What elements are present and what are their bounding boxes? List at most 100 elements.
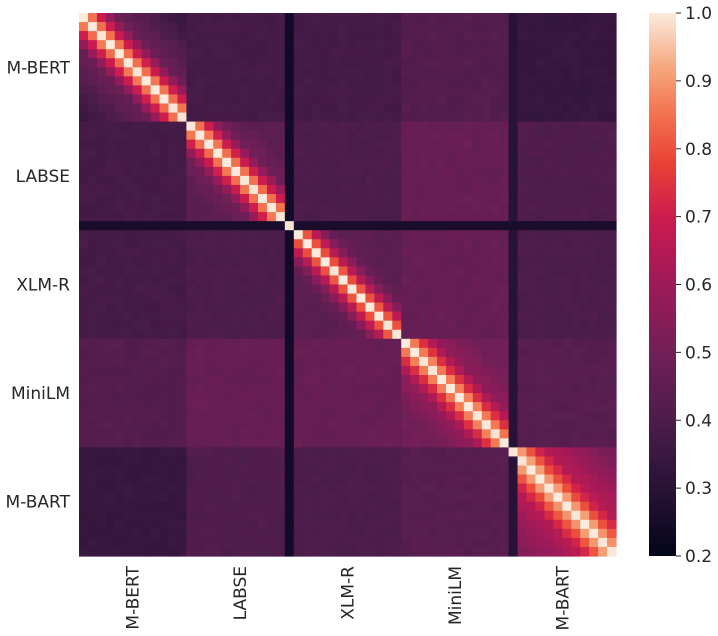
heatmap-cell — [535, 130, 545, 141]
heatmap-cell — [365, 49, 375, 59]
heatmap-cell — [320, 67, 331, 77]
heatmap-cell — [222, 438, 232, 448]
heatmap-cell — [132, 402, 143, 412]
heatmap-cell — [275, 384, 286, 394]
heatmap-cell — [150, 221, 161, 231]
heatmap-cell — [132, 85, 143, 96]
heatmap-cell — [284, 130, 295, 141]
heatmap-cell — [553, 103, 563, 114]
heatmap-cell — [526, 166, 537, 177]
heatmap-cell — [79, 275, 89, 286]
heatmap-cell — [168, 13, 179, 23]
heatmap-cell — [284, 103, 295, 114]
heatmap-cell — [293, 384, 304, 394]
heatmap-cell — [186, 402, 196, 412]
heatmap-cell — [320, 212, 331, 222]
heatmap-cell — [571, 492, 581, 503]
heatmap-cell — [437, 31, 447, 41]
heatmap-cell — [472, 230, 483, 240]
heatmap-cell — [114, 338, 125, 349]
heatmap-cell — [329, 447, 340, 458]
heatmap-cell — [249, 420, 259, 430]
heatmap-cell — [383, 266, 393, 277]
heatmap-cell — [445, 375, 456, 385]
heatmap-cell — [266, 519, 277, 530]
heatmap-cell — [580, 519, 590, 530]
heatmap-cell — [79, 384, 89, 394]
heatmap-cell — [374, 420, 384, 430]
heatmap-cell — [508, 49, 519, 59]
heatmap-cell — [463, 483, 474, 494]
heatmap-cell — [365, 239, 375, 249]
heatmap-cell — [383, 429, 393, 439]
x-tick-label: LABSE — [231, 566, 251, 620]
heatmap-cell — [222, 13, 232, 23]
heatmap-cell — [123, 157, 134, 168]
heatmap-cell — [589, 546, 599, 557]
heatmap-cell — [159, 31, 170, 41]
heatmap-cell — [580, 347, 590, 358]
heatmap-cell — [472, 483, 483, 494]
heatmap-cell — [79, 212, 89, 222]
heatmap-cell — [150, 76, 161, 86]
heatmap-cell — [535, 329, 545, 340]
heatmap-cell — [437, 393, 447, 403]
heatmap-cell — [526, 537, 537, 548]
heatmap-cell — [410, 311, 420, 322]
heatmap-cell — [150, 40, 161, 50]
heatmap-cell — [553, 465, 563, 476]
heatmap-cell — [338, 420, 349, 430]
heatmap-cell — [481, 194, 492, 204]
heatmap-cell — [123, 130, 134, 141]
heatmap-cell — [419, 338, 429, 349]
heatmap-cell — [213, 40, 223, 50]
heatmap-cell — [437, 266, 447, 277]
heatmap-cell — [445, 239, 456, 249]
heatmap-cell — [204, 320, 214, 331]
heatmap-cell — [598, 365, 608, 376]
heatmap-cell — [347, 58, 358, 68]
heatmap-cell — [517, 148, 528, 159]
heatmap-cell — [526, 284, 537, 295]
heatmap-cell — [419, 474, 429, 485]
heatmap-cell — [132, 58, 143, 68]
heatmap-cell — [222, 67, 232, 77]
heatmap-cell — [240, 212, 250, 222]
heatmap-cell — [419, 94, 429, 105]
heatmap-cell — [284, 76, 295, 86]
heatmap-cell — [508, 266, 519, 277]
heatmap-cell — [320, 429, 331, 439]
heatmap-cell — [437, 384, 447, 394]
heatmap-cell — [213, 311, 223, 322]
heatmap-cell — [293, 203, 304, 213]
heatmap-cell — [105, 492, 116, 503]
heatmap-cell — [517, 429, 528, 439]
heatmap-cell — [580, 365, 590, 376]
heatmap-cell — [150, 438, 161, 448]
heatmap-cell — [383, 492, 393, 503]
heatmap-cell — [275, 420, 286, 430]
heatmap-cell — [437, 501, 447, 512]
heatmap-cell — [123, 239, 134, 249]
heatmap-cell — [132, 248, 143, 258]
heatmap-cell — [562, 402, 572, 412]
heatmap-cell — [79, 311, 89, 322]
heatmap-cell — [562, 22, 572, 32]
heatmap-cell — [571, 212, 581, 222]
heatmap-cell — [535, 203, 545, 213]
heatmap-cell — [535, 347, 545, 358]
heatmap-cell — [222, 302, 232, 313]
heatmap-cell — [392, 438, 402, 448]
heatmap-cell — [258, 148, 268, 159]
heatmap-cell — [204, 492, 214, 503]
heatmap-cell — [258, 537, 268, 548]
heatmap-cell — [580, 58, 590, 68]
heatmap-cell — [302, 13, 313, 23]
heatmap-cell — [472, 338, 483, 349]
heatmap-cell — [329, 501, 340, 512]
heatmap-cell — [562, 420, 572, 430]
heatmap-cell — [419, 483, 429, 494]
heatmap-cell — [222, 22, 232, 32]
heatmap-cell — [204, 275, 214, 286]
heatmap-cell — [284, 31, 295, 41]
